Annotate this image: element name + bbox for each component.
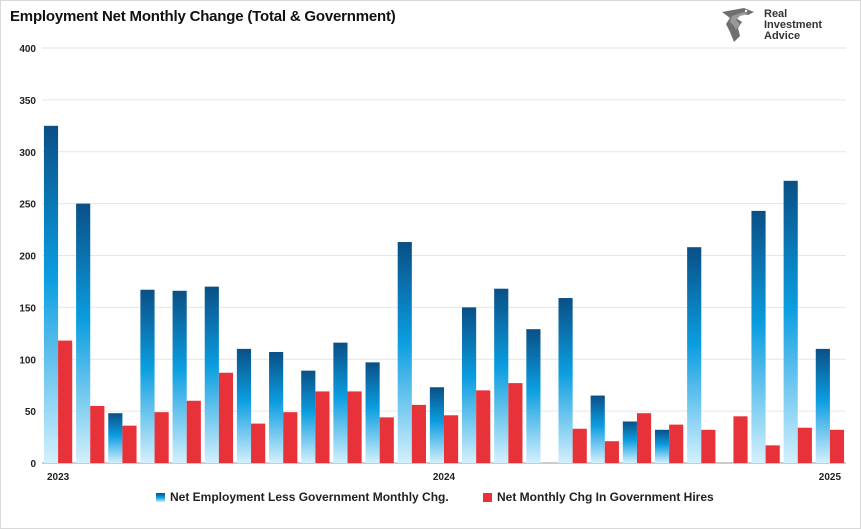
y-tick-label: 200: [19, 252, 36, 263]
bar-total: [526, 329, 541, 463]
bar-total: [751, 210, 766, 463]
bar-gov: [347, 391, 362, 463]
bar-gov: [701, 429, 716, 463]
bar-total: [76, 203, 91, 463]
bar-gov: [508, 383, 523, 463]
x-axis-ticks: 2023 2024 2025: [47, 472, 842, 483]
bar-gov: [283, 412, 298, 463]
y-tick-label: 250: [19, 200, 36, 211]
bar-total: [43, 125, 59, 463]
bar-gov: [154, 412, 169, 463]
logo-text: Real Investment Advice: [764, 9, 822, 42]
bar-gov: [315, 391, 330, 463]
bar-total: [204, 286, 219, 463]
brand-logo: Real Investment Advice: [718, 6, 838, 46]
bar-total: [462, 307, 477, 463]
bar-total: [815, 348, 830, 463]
legend-swatch-total: [156, 492, 165, 502]
y-tick-label: 150: [19, 303, 36, 314]
bar-total: [494, 288, 509, 463]
bar-total: [397, 242, 412, 463]
bar-gov: [90, 405, 105, 463]
legend-label-total: Net Employment Less Government Monthly C…: [170, 490, 449, 504]
logo-line-2: Investment: [764, 19, 823, 31]
y-tick-label: 350: [19, 96, 36, 107]
bar-gov: [636, 413, 652, 463]
logo-line-1: Real: [764, 8, 788, 20]
bar-total: [333, 342, 348, 463]
x-tick-label: 2023: [47, 472, 70, 483]
y-tick-label: 0: [30, 459, 36, 470]
bar-gov: [669, 424, 684, 463]
legend-item-gov: Net Monthly Chg In Government Hires: [483, 490, 714, 504]
bar-gov: [186, 400, 201, 463]
bar-gov: [379, 417, 394, 463]
bar-total: [140, 289, 155, 463]
bar-total: [783, 180, 798, 464]
bar-total: [269, 351, 284, 463]
bar-total: [236, 348, 252, 463]
bar-total: [365, 362, 380, 463]
legend-item-total: Net Employment Less Government Monthly C…: [156, 490, 449, 504]
bar-gov: [572, 428, 587, 463]
bar-gov: [122, 425, 137, 463]
logo-line-3: Advice: [764, 30, 801, 42]
bar-gov: [444, 415, 459, 463]
bar-total: [108, 413, 123, 463]
chart-title: Employment Net Monthly Change (Total & G…: [10, 8, 396, 25]
bar-gov: [218, 372, 234, 463]
legend: Net Employment Less Government Monthly C…: [0, 490, 861, 512]
bar-total: [590, 395, 605, 463]
eagle-logo-icon: [722, 8, 754, 42]
bar-gov: [58, 340, 73, 463]
y-tick-label: 400: [19, 44, 36, 55]
bar-gov: [251, 423, 266, 463]
bar-gov: [829, 429, 845, 463]
bar-gov: [733, 416, 748, 463]
bars: [43, 125, 845, 464]
y-tick-label: 50: [25, 407, 37, 418]
bar-total: [687, 247, 702, 463]
x-tick-label: 2025: [819, 472, 842, 483]
bar-total: [429, 387, 444, 463]
y-tick-label: 300: [19, 148, 36, 159]
legend-swatch-gov: [483, 492, 492, 502]
bar-total: [622, 421, 637, 463]
bar-gov: [476, 390, 491, 463]
bar-gov: [765, 445, 780, 463]
legend-label-gov: Net Monthly Chg In Government Hires: [497, 490, 714, 504]
x-tick-label: 2024: [433, 472, 456, 483]
bar-total: [654, 429, 670, 463]
y-tick-label: 100: [19, 355, 36, 366]
bar-total: [301, 370, 316, 463]
bar-total: [172, 290, 187, 463]
bar-gov: [797, 427, 812, 463]
bar-total: [558, 298, 573, 463]
bar-gov: [411, 404, 426, 463]
y-axis-ticks: 0 50 100 150 200 250 300 350 400: [19, 44, 36, 470]
bar-gov: [604, 441, 619, 463]
